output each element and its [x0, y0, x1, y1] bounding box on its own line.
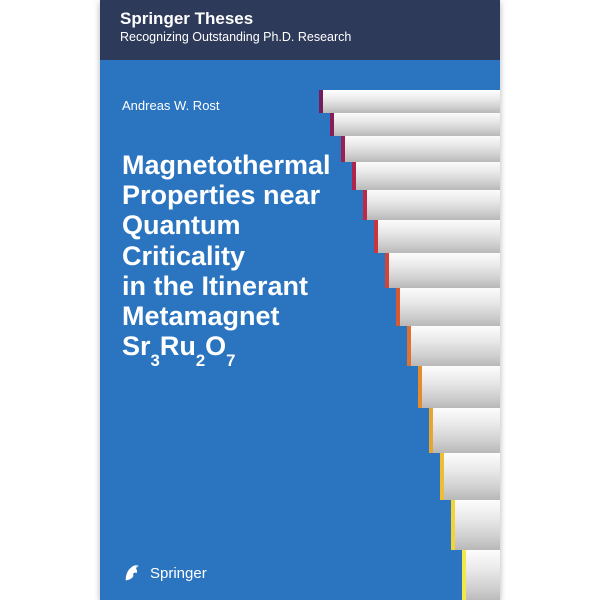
stair-tick	[396, 286, 400, 326]
author-name: Andreas W. Rost	[122, 98, 220, 113]
series-band: Springer Theses Recognizing Outstanding …	[100, 0, 500, 60]
stair-step	[334, 111, 500, 136]
stair-tick	[429, 406, 433, 453]
series-subtitle: Recognizing Outstanding Ph.D. Research	[120, 30, 480, 44]
series-title: Springer Theses	[120, 10, 480, 29]
stair-step	[356, 160, 500, 190]
stair-step	[433, 406, 500, 453]
stair-tick	[374, 218, 378, 253]
stair-step	[323, 90, 500, 113]
stair-step	[389, 251, 500, 288]
springer-horse-icon	[122, 562, 144, 584]
stair-tick	[440, 451, 444, 500]
stair-step	[378, 218, 500, 253]
book-cover: Springer Theses Recognizing Outstanding …	[100, 0, 500, 600]
publisher-block: Springer	[122, 562, 207, 584]
stair-tick	[363, 188, 367, 220]
stair-tick	[462, 548, 466, 600]
stair-tick	[418, 364, 422, 408]
stair-step	[411, 324, 500, 366]
stair-step	[466, 548, 500, 600]
stair-tick	[385, 251, 389, 288]
stair-tick	[451, 498, 455, 550]
stair-step	[400, 286, 500, 326]
stair-step	[444, 451, 500, 500]
stair-tick	[407, 324, 411, 366]
stair-tick	[330, 111, 334, 136]
stair-step	[367, 188, 500, 220]
publisher-name: Springer	[150, 565, 207, 582]
stair-step	[422, 364, 500, 408]
book-title: MagnetothermalProperties nearQuantum Cri…	[122, 150, 360, 367]
stair-step	[345, 134, 500, 162]
stair-tick	[319, 90, 323, 113]
main-area: Andreas W. Rost MagnetothermalProperties…	[100, 60, 500, 600]
stair-step	[455, 498, 500, 550]
